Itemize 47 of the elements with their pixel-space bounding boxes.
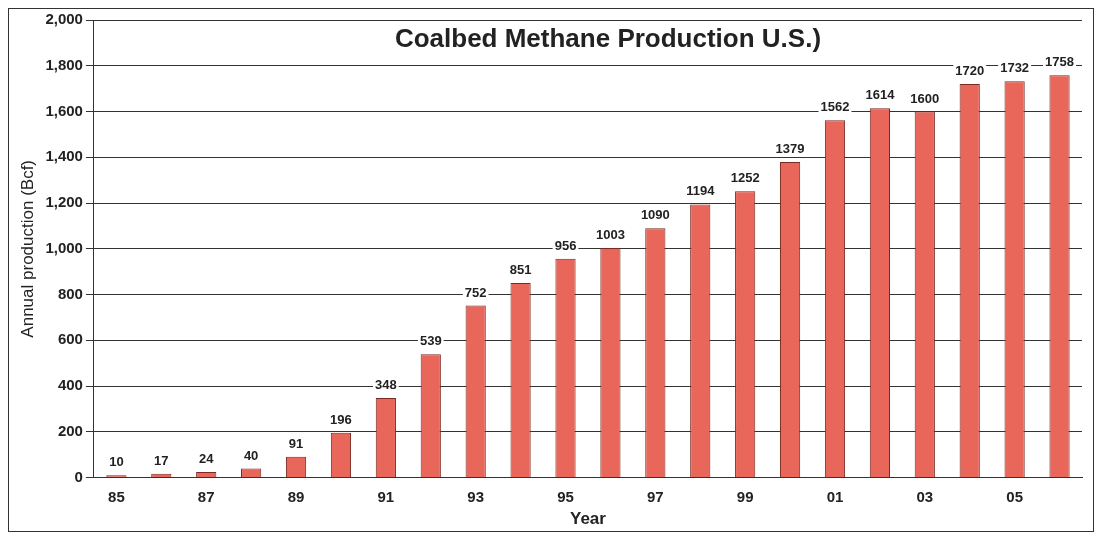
x-tick-label: 01 [826,487,844,505]
data-label: 1614 [865,87,896,103]
x-tick-label: 93 [467,487,485,505]
x-tick-label: 85 [108,487,125,505]
data-label: 539 [419,333,442,349]
x-tick-label: 87 [197,487,215,505]
data-label: 1003 [595,227,625,243]
y-tick-label: 1,600 [45,101,83,119]
x-tick-label: 05 [1006,487,1023,505]
data-label: 956 [554,237,577,253]
data-label: 10 [109,454,124,470]
data-label: 1194 [686,183,716,199]
data-label: 1379 [775,141,805,157]
x-tick-label: 89 [287,487,305,505]
chart-title: Coalbed Methane Production U.S.) [394,23,822,54]
x-tick-label: 95 [557,487,574,505]
data-label: 40 [243,447,259,463]
data-label: 1252 [730,170,760,186]
y-tick-label: 1,400 [45,147,83,165]
y-tick-label: 1,200 [45,193,83,211]
x-axis-title: Year [570,509,607,529]
x-tick-label: 03 [916,487,934,505]
y-tick-label: 1,800 [45,55,83,73]
data-label: 348 [375,377,397,393]
data-label: 851 [509,261,532,277]
x-tick-label: 91 [377,487,395,505]
x-tick-label: 97 [646,487,664,505]
data-label: 1720 [955,63,985,79]
y-tick-label: 200 [57,421,83,439]
data-label: 24 [198,451,215,467]
y-tick-label: 600 [57,330,83,348]
data-label: 196 [330,411,352,427]
y-tick-label: 1,000 [45,238,83,256]
data-label: 1758 [1045,54,1075,70]
data-label: 1090 [640,207,670,223]
data-label: 1562 [820,99,850,115]
y-tick-label: 2,000 [45,10,83,28]
y-tick-label: 0 [74,467,83,485]
data-label: 1600 [910,90,940,106]
data-label: 91 [288,435,304,451]
data-label: 752 [464,284,487,300]
y-tick-label: 400 [57,376,83,394]
data-label: 17 [154,452,169,468]
x-tick-label: 99 [736,487,754,505]
data-label: 1732 [1000,60,1030,76]
y-tick-label: 800 [57,284,83,302]
y-axis-title: Annual production (Bcf) [17,159,37,338]
